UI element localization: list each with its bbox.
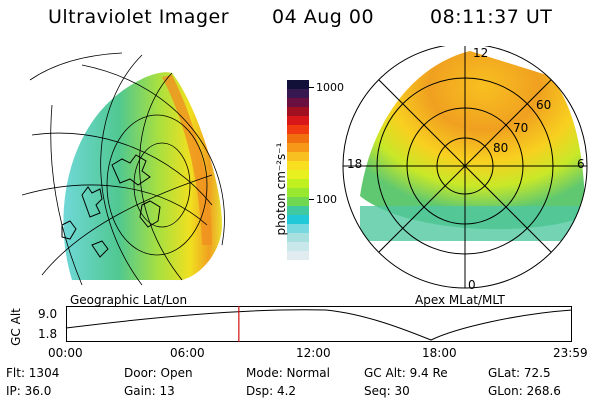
geo-longitude: GLon: 268.6 <box>488 384 561 398</box>
altitude-timeline-plot <box>66 306 572 342</box>
alt-plot-y-tick-low: 1.8 <box>38 327 58 341</box>
colorbar-tick-1000 <box>309 87 314 88</box>
colorbar-segment <box>287 143 309 152</box>
colorbar-segment <box>287 116 309 125</box>
coastline-outlines <box>61 154 161 258</box>
colorbar-segment <box>287 161 309 170</box>
lat-lon-grid <box>22 52 225 286</box>
flight-info: Flt: 1304 <box>6 366 60 380</box>
colorbar-segment <box>287 251 309 260</box>
auroral-oval-band <box>162 75 212 245</box>
colorbar-segment <box>287 170 309 179</box>
alt-plot-x-tick-0: 00:00 <box>48 346 83 360</box>
colorbar-tick-100 <box>309 199 314 200</box>
colorbar-segment <box>287 134 309 143</box>
altitude-curve <box>66 309 572 341</box>
colorbar-segment <box>287 197 309 206</box>
mlt-label-6: 6 <box>577 157 585 171</box>
mlt-label-12: 12 <box>473 46 489 60</box>
colorbar-segment <box>287 215 309 224</box>
alt-plot-y-tick-high: 9.0 <box>38 307 58 321</box>
geo-latitude: GLat: 72.5 <box>488 366 551 380</box>
dsp-info: Dsp: 4.2 <box>246 384 297 398</box>
colorbar-segment <box>287 188 309 197</box>
ip-info: IP: 36.0 <box>6 384 52 398</box>
door-status: Door: Open <box>124 366 193 380</box>
right-panel-caption: Apex MLat/MLT <box>415 293 505 307</box>
alt-plot-y-label: GC Alt <box>9 308 23 346</box>
colorbar-segment <box>287 233 309 242</box>
alt-plot-x-tick-1: 06:00 <box>170 346 205 360</box>
mode-status: Mode: Normal <box>246 366 330 380</box>
left-panel-caption: Geographic Lat/Lon <box>70 293 188 307</box>
colorbar-scale <box>287 80 309 260</box>
mlt-label-0: 0 <box>468 278 476 292</box>
gc-altitude: GC Alt: 9.4 Re <box>364 366 448 380</box>
polar-grid <box>342 46 588 289</box>
alt-plot-x-tick-4: 23:59 <box>553 346 588 360</box>
colorbar-segment <box>287 107 309 116</box>
colorbar-segment <box>287 125 309 134</box>
colorbar-segment <box>287 152 309 161</box>
colorbar-tick-label-1000: 1000 <box>316 81 344 94</box>
alt-plot-x-tick-2: 12:00 <box>296 346 331 360</box>
colorbar-segment <box>287 224 309 233</box>
colorbar-tick-label-100: 100 <box>316 193 337 206</box>
alt-plot-x-tick-3: 18:00 <box>422 346 457 360</box>
mlt-label-18: 18 <box>347 157 363 171</box>
image-time: 08:11:37 UT <box>430 6 553 28</box>
gain-info: Gain: 13 <box>124 384 175 398</box>
polar-auroral-emission <box>360 51 585 230</box>
image-date: 04 Aug 00 <box>272 6 375 28</box>
colorbar-segment <box>287 206 309 215</box>
geographic-auroral-image <box>22 52 225 286</box>
colorbar-segment <box>287 179 309 188</box>
colorbar-segment <box>287 242 309 251</box>
sequence-info: Seq: 30 <box>364 384 410 398</box>
mlat-label-60: 60 <box>536 98 552 112</box>
mlat-label-80: 80 <box>493 141 509 155</box>
colorbar-axis-label: photon cm⁻²s⁻¹ <box>274 142 288 236</box>
colorbar-segment <box>287 98 309 107</box>
colorbar-segment <box>287 80 309 89</box>
magnetic-polar-image <box>342 46 588 289</box>
colorbar-segment <box>287 89 309 98</box>
mlat-label-70: 70 <box>513 121 529 135</box>
instrument-title: Ultraviolet Imager <box>48 6 230 28</box>
